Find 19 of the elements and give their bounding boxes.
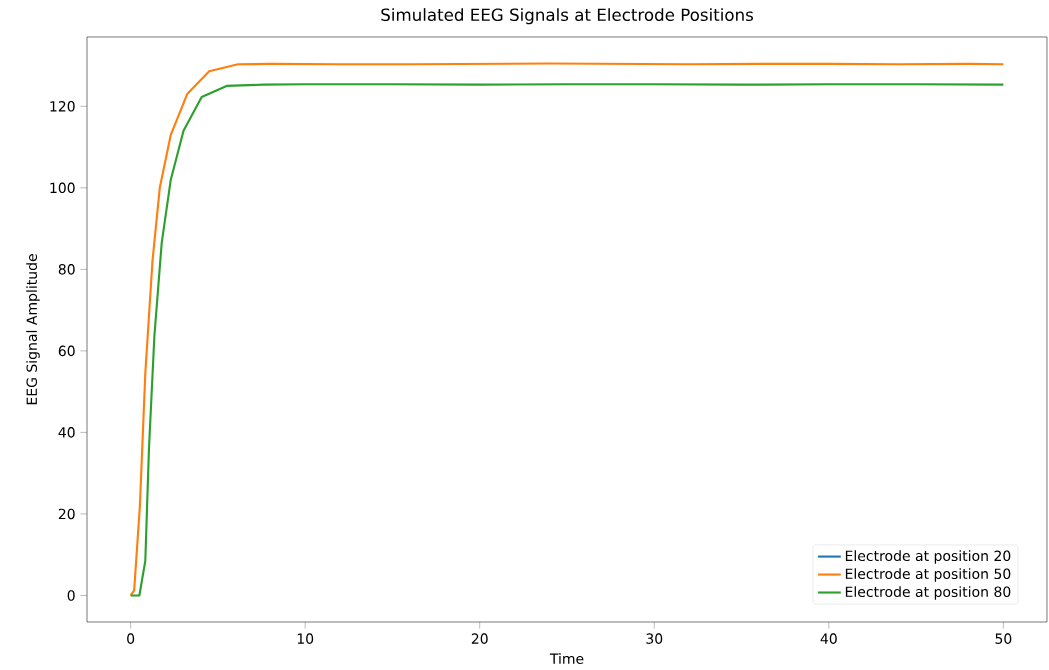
y-tick-label: 20 — [58, 508, 75, 520]
y-axis-title: EEG Signal Amplitude — [26, 254, 40, 405]
x-tick-label: 10 — [297, 633, 314, 644]
chart-title: Simulated EEG Signals at Electrode Positions — [381, 8, 753, 25]
y-tick-label: 40 — [58, 427, 75, 438]
legend-label: Electrode at position 20 — [845, 550, 1011, 564]
y-tick-label: 0 — [67, 590, 75, 601]
x-tick-label: 40 — [820, 633, 837, 644]
x-tick-label: 20 — [471, 633, 488, 644]
x-tick-label: 0 — [127, 633, 135, 644]
y-tick-label: 120 — [50, 100, 75, 112]
x-tick-label: 50 — [995, 633, 1012, 644]
x-tick-label: 30 — [646, 633, 663, 644]
legend-label: Electrode at position 80 — [845, 586, 1011, 600]
y-tick-label: 80 — [58, 264, 75, 275]
y-tick-label: 100 — [50, 182, 75, 194]
legend-label: Electrode at position 50 — [845, 568, 1011, 582]
x-axis-title: Time — [549, 653, 584, 664]
y-tick-label: 60 — [58, 345, 75, 357]
